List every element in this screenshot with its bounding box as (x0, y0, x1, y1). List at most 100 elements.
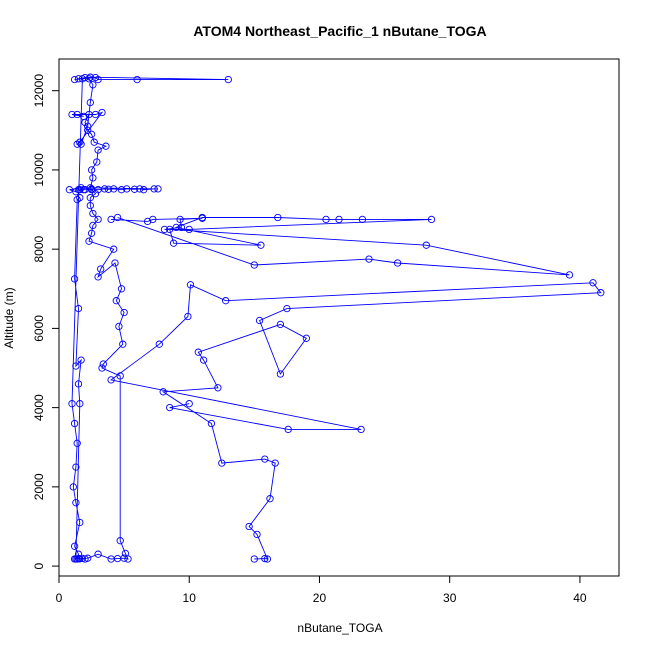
data-point (120, 308, 128, 317)
data-point (176, 215, 184, 224)
data-point (72, 188, 80, 196)
data-point (120, 554, 128, 562)
data-point (198, 214, 206, 222)
data-point (266, 495, 274, 503)
data-point (365, 255, 373, 263)
data-point (250, 555, 258, 563)
data-point (263, 555, 272, 563)
y-axis: 0 2000 4000 6000 8000 10000 12000 (32, 74, 60, 569)
data-point (214, 384, 222, 392)
series-0 (65, 73, 232, 563)
data-point (123, 185, 131, 193)
data-point (93, 158, 101, 166)
data-point (136, 185, 144, 193)
data-point (68, 400, 76, 408)
data-point (74, 304, 83, 313)
data-point (84, 122, 92, 130)
data-point (86, 201, 94, 210)
data-point (90, 138, 98, 146)
data-point (72, 463, 80, 471)
data-point (194, 348, 202, 356)
data-point (149, 215, 157, 224)
data-point (70, 542, 79, 550)
data-point (84, 126, 92, 134)
data-point (80, 112, 88, 121)
data-point (184, 312, 192, 321)
y-tick-label: 4000 (32, 394, 46, 421)
data-point (117, 285, 126, 293)
data-point (86, 73, 94, 81)
data-point (73, 110, 81, 119)
data-point (89, 81, 97, 89)
data-point (86, 194, 94, 202)
data-point (89, 174, 97, 182)
data-point (130, 185, 139, 193)
data-point (166, 403, 174, 412)
data-point (172, 223, 180, 232)
data-point (255, 316, 264, 325)
data-point (73, 140, 81, 148)
data-point (115, 322, 123, 331)
y-axis-label: Altitude (m) (2, 287, 16, 348)
data-point (89, 221, 97, 230)
y-tick-label: 6000 (32, 315, 46, 342)
data-point (117, 186, 126, 194)
data-point (302, 334, 311, 342)
plot-frame (58, 58, 620, 577)
data-point (422, 241, 430, 249)
data-point (271, 459, 279, 467)
data-point (86, 98, 94, 107)
data-point (222, 297, 230, 305)
data-point (74, 75, 83, 83)
y-tick-label: 0 (32, 562, 46, 569)
data-point (87, 229, 96, 237)
series-line (110, 282, 602, 560)
data-point (185, 400, 193, 408)
y-tick-label: 10000 (32, 153, 46, 187)
data-point (257, 241, 265, 249)
data-point (116, 537, 124, 545)
data-point (76, 518, 84, 527)
data-point (73, 439, 81, 447)
y-tick-label: 2000 (32, 473, 46, 500)
data-point (76, 555, 84, 563)
data-point (69, 483, 77, 491)
data-point (276, 370, 285, 378)
data-point (261, 554, 269, 563)
data-point (113, 213, 122, 222)
data-point (107, 215, 115, 224)
data-point (70, 75, 79, 84)
series-1 (107, 279, 605, 563)
data-point (119, 340, 127, 348)
data-point (427, 215, 436, 224)
data-point (68, 110, 76, 119)
data-point (84, 554, 92, 562)
data-point (102, 142, 110, 150)
data-point (78, 75, 87, 83)
data-point (276, 320, 285, 329)
data-point (597, 289, 605, 297)
data-point (155, 340, 163, 348)
data-point (85, 237, 93, 245)
data-point (112, 297, 120, 305)
data-point (77, 140, 85, 148)
data-point (218, 459, 226, 467)
data-point (76, 194, 84, 202)
data-point (186, 281, 195, 289)
data-point (207, 419, 216, 428)
data-point (76, 400, 84, 408)
data-point (94, 75, 102, 84)
data-point (89, 209, 97, 218)
data-point (72, 499, 80, 507)
data-point (86, 184, 94, 192)
data-point (107, 376, 115, 384)
series-line (111, 217, 570, 276)
data-point (159, 388, 167, 396)
chart-title: ATOM4 Northeast_Pacific_1 nButane_TOGA (193, 23, 486, 39)
x-tick-label: 0 (56, 591, 63, 605)
data-point (91, 110, 100, 119)
data-point (77, 184, 85, 192)
data-point (166, 225, 174, 234)
data-point (110, 245, 118, 253)
data-point (77, 356, 85, 364)
